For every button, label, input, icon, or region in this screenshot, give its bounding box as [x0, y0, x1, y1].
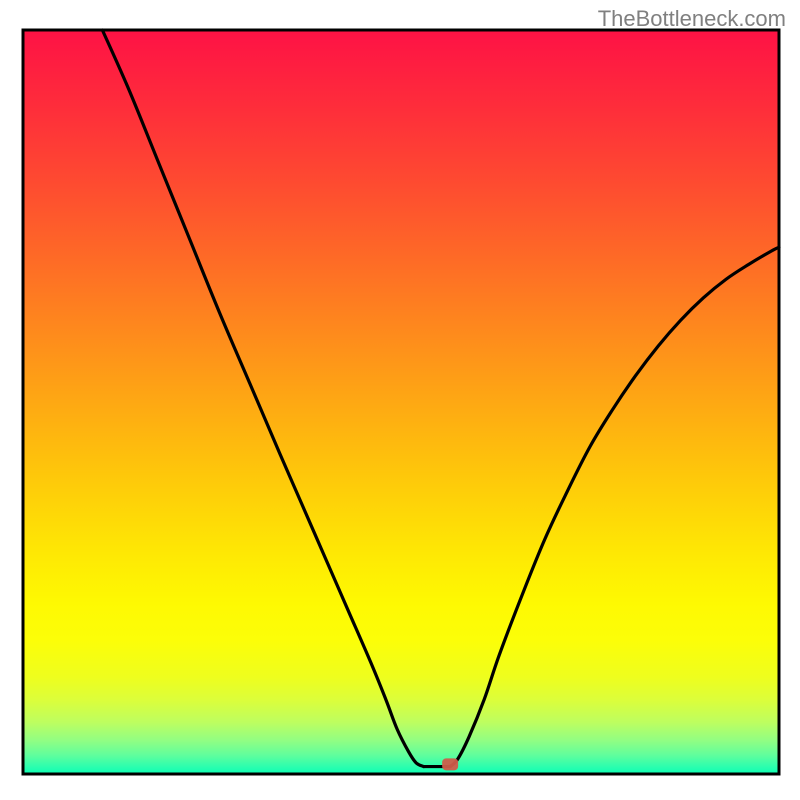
chart-container: TheBottleneck.com [0, 0, 800, 800]
bottleneck-chart [0, 0, 800, 800]
bottleneck-marker [442, 758, 458, 770]
chart-background [23, 30, 779, 774]
watermark-text: TheBottleneck.com [598, 6, 786, 32]
